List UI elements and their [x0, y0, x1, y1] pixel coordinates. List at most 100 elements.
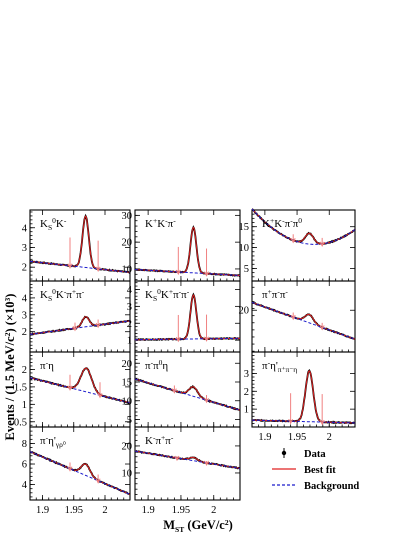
data-points — [134, 225, 241, 278]
panel-label-part: π — [76, 289, 82, 301]
signal-window-arrowhead — [204, 271, 209, 277]
panel-pipi0eta: 5 10 15 20 π-π0η — [122, 351, 241, 428]
y-tick-label: 8 — [22, 439, 27, 450]
y-tick-label: 10 — [122, 264, 133, 275]
y-tick-label: 2 — [22, 365, 27, 376]
y-axis-title: Events / (1.5 MeV/c2) (×103) — [3, 294, 17, 441]
x-tick-label: 2 — [102, 505, 107, 516]
panel-label-part: - — [64, 287, 67, 296]
panel-pietap_pipieta: 1 2 3 1.9 1.95 2 π-η'π⁺π⁻η — [244, 351, 356, 443]
panel-label-part: K — [157, 218, 165, 230]
panel-label: π-η'π⁺π⁻η — [262, 358, 297, 374]
background-curve — [251, 301, 356, 340]
y-tick-label: 20 — [122, 359, 133, 370]
panel-label: KS0K- — [40, 216, 67, 232]
panel-label-part: + — [169, 287, 173, 296]
signal-window-arrowhead — [171, 388, 177, 394]
y-tick-label: 5 — [244, 264, 249, 275]
panel-label-part: 0 — [52, 216, 56, 225]
panel-label-part: K — [262, 218, 270, 230]
panel-label-part: π — [153, 360, 159, 372]
panel-label-part: K — [274, 218, 282, 230]
signal-window-arrowhead — [288, 418, 294, 425]
best-fit-curve — [29, 367, 131, 404]
y-tick-label: 4 — [22, 480, 28, 491]
panel-label-part: K — [145, 435, 153, 447]
panel-label-part: K — [145, 218, 153, 230]
panel-label-part: - — [151, 358, 154, 367]
y-tick-label: 1 — [127, 336, 132, 347]
y-tick-label: 3 — [22, 243, 27, 254]
y-tick-label: 15 — [122, 378, 133, 389]
signal-window-arrowhead — [319, 241, 325, 247]
panel-pieta: 0.5 1 1.5 2 π-η — [14, 351, 131, 428]
legend: Data Best fit Background — [272, 448, 359, 492]
panel-label-part: - — [187, 287, 190, 296]
panel-label-part: - — [285, 287, 288, 296]
panel-label-part: η' — [270, 360, 278, 372]
signal-window-arrowhead — [319, 325, 325, 331]
panel-label-part: 0 — [298, 216, 302, 225]
y-tick-label: 4 — [22, 223, 28, 234]
panel-label-part: π — [66, 289, 72, 301]
panel-label-part: - — [282, 216, 285, 225]
panel-label-part: - — [46, 358, 49, 367]
panel-label-part: - — [173, 216, 176, 225]
background-curve — [134, 378, 241, 411]
signal-window-arrowhead — [290, 238, 296, 244]
panel-label-part: π⁺π⁻η — [278, 365, 297, 374]
y-tick-label: 2 — [22, 263, 27, 274]
panel-label-part: + — [268, 287, 272, 296]
y-tick-label: 1 — [244, 405, 249, 416]
signal-window-arrowhead — [175, 336, 181, 343]
background-curve — [29, 377, 131, 404]
y-tick-label: 20 — [122, 441, 133, 452]
panel-label-part: K — [40, 218, 48, 230]
y-tick-label: 20 — [239, 306, 250, 317]
panel-label-part: - — [153, 433, 156, 442]
y-tick-label: 1 — [22, 400, 27, 411]
signal-window-arrowhead — [175, 269, 181, 276]
y-tick-label: 4 — [127, 285, 133, 296]
panel-label-part: S — [153, 294, 157, 303]
background-curve — [135, 337, 241, 341]
legend-entry-best-fit: Best fit — [272, 465, 336, 476]
signal-window-arrowhead — [290, 314, 296, 321]
panel-label-part: - — [171, 433, 174, 442]
panel-label-part: K — [56, 218, 64, 230]
background-curve — [30, 320, 131, 335]
panel-label-part: π — [173, 289, 179, 301]
panel-label-part: π — [272, 289, 278, 301]
y-tick-label: 3 — [127, 302, 132, 313]
y-tick-label: 2 — [244, 387, 249, 398]
legend-label: Data — [304, 449, 326, 460]
y-tick-label: 4 — [22, 293, 28, 304]
background-curve — [29, 260, 131, 273]
signal-window-arrowhead — [97, 393, 103, 399]
panel-label: K+K-π-π0 — [262, 216, 302, 230]
panel-label: K-π+π- — [145, 433, 174, 447]
panel-pipipi: 20π+π-π- — [239, 280, 356, 353]
x-tick-label: 1.9 — [36, 505, 49, 516]
legend-label: Best fit — [304, 465, 336, 476]
x-tick-label: 1.9 — [258, 432, 271, 443]
panel-label-part: π — [262, 289, 268, 301]
signal-window-arrowhead — [174, 455, 180, 462]
signal-window-arrowhead — [67, 385, 73, 391]
panel-label: π-η — [40, 358, 54, 372]
panel-KsK: 2 3 4 KS0K- — [22, 209, 131, 282]
panel-label-part: η' — [48, 435, 56, 447]
panel-label: KS0K+π-π- — [145, 287, 190, 303]
panel-label-part: π — [40, 435, 46, 447]
x-tick-label: 1.95 — [288, 432, 306, 443]
y-tick-label: 0.5 — [14, 417, 27, 428]
panel-label-part: 0 — [159, 358, 163, 367]
panel-KsKpipi: 234 KS0K-π+π- — [22, 280, 131, 353]
panel-label-part: π — [155, 435, 161, 447]
panel-label-part: η — [162, 360, 168, 372]
panel-label-part: K — [56, 289, 64, 301]
